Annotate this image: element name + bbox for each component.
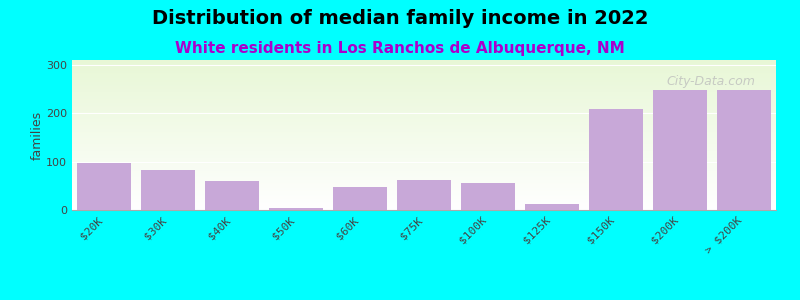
Bar: [205, 181, 259, 210]
Text: White residents in Los Ranchos de Albuquerque, NM: White residents in Los Ranchos de Albuqu…: [175, 40, 625, 56]
Bar: [461, 183, 515, 210]
Bar: [141, 170, 195, 210]
Bar: [397, 179, 451, 210]
Bar: [269, 208, 323, 210]
Bar: [333, 187, 387, 210]
Bar: [717, 90, 771, 210]
Text: City-Data.com: City-Data.com: [666, 75, 755, 88]
Y-axis label: families: families: [30, 110, 43, 160]
Bar: [589, 110, 643, 210]
Text: Distribution of median family income in 2022: Distribution of median family income in …: [152, 9, 648, 28]
Bar: [77, 163, 131, 210]
Bar: [653, 90, 707, 210]
Bar: [525, 204, 579, 210]
